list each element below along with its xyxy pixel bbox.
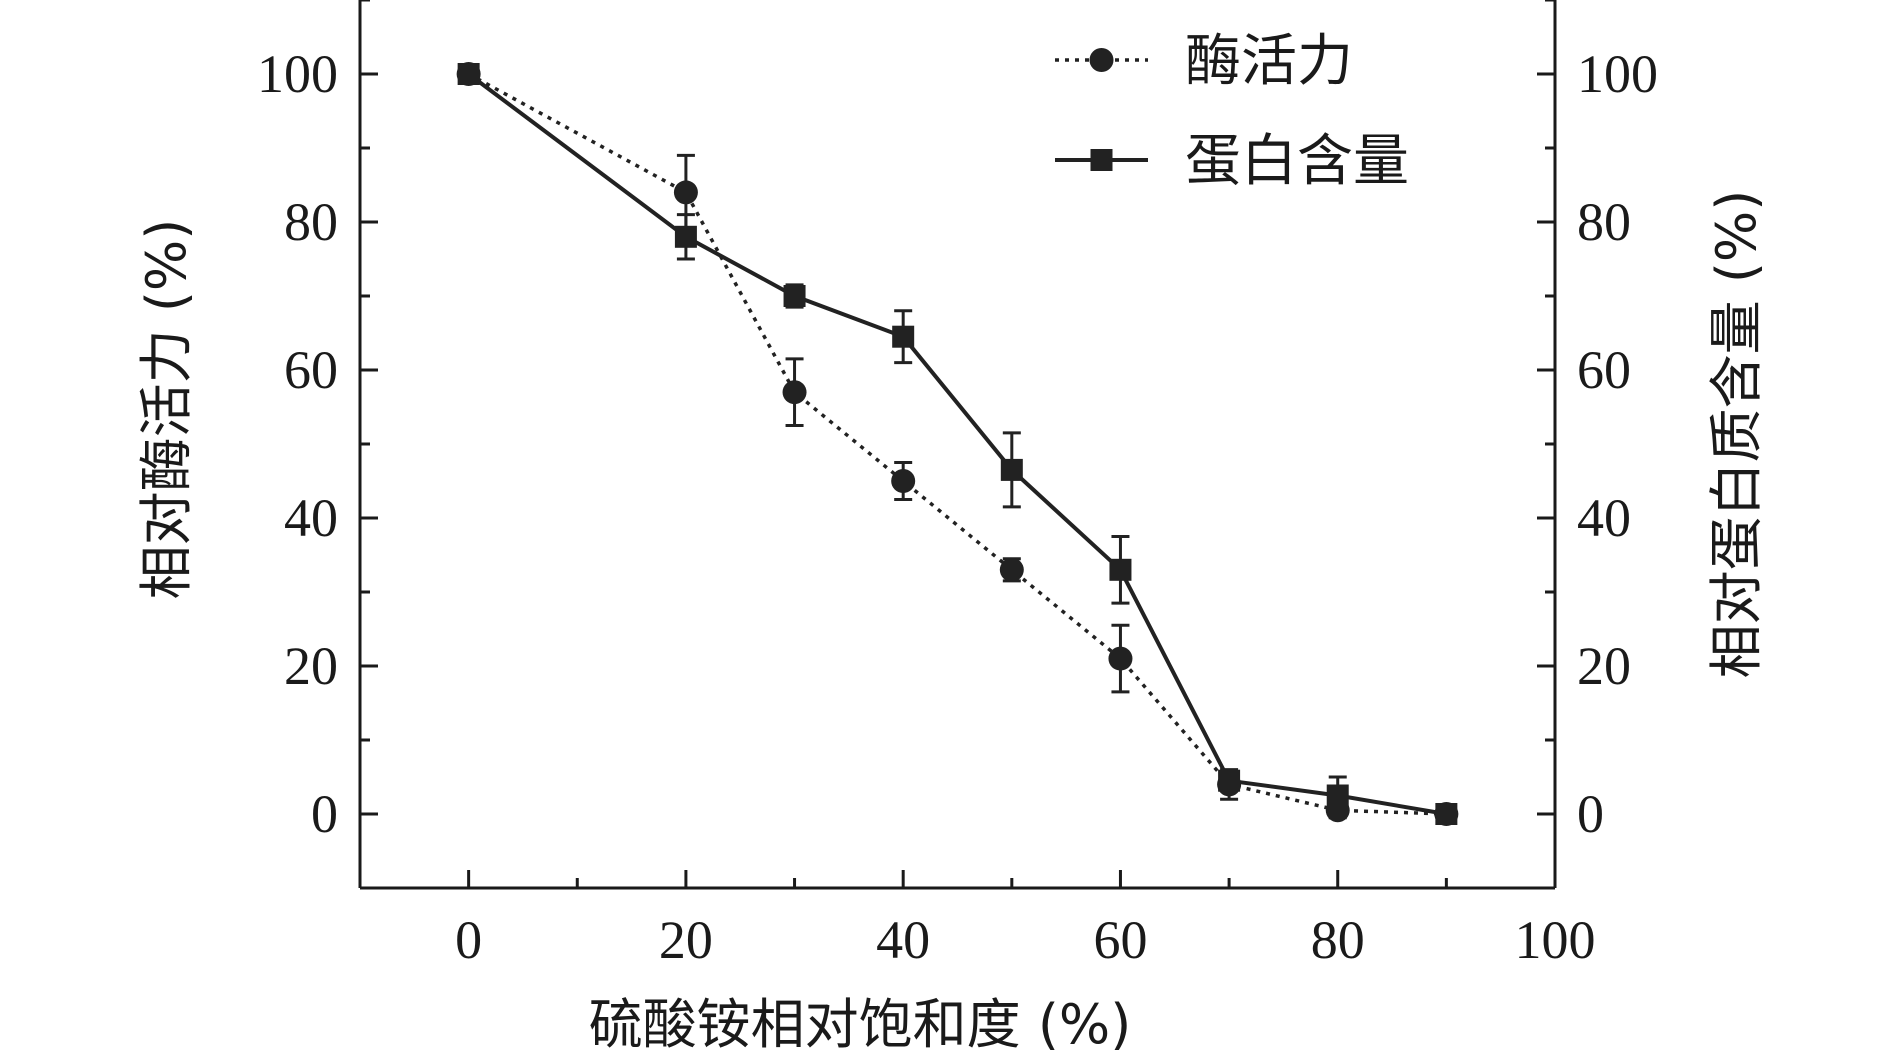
- data-point: [892, 325, 915, 348]
- series-2: [457, 63, 1458, 825]
- data-point: [1109, 558, 1132, 581]
- x-tick-label: 100: [1515, 910, 1596, 970]
- x-tick-label: 20: [659, 910, 713, 970]
- y-left-tick-label: 0: [311, 784, 338, 844]
- y-left-tick-label: 60: [284, 340, 338, 400]
- x-tick-label: 60: [1093, 910, 1147, 970]
- x-tick-label: 0: [455, 910, 482, 970]
- x-tick-label: 40: [876, 910, 930, 970]
- plot-area: [456, 62, 1459, 826]
- legend-marker: [1089, 48, 1114, 72]
- y-left-tick-label: 40: [284, 488, 338, 548]
- data-point: [1000, 458, 1023, 481]
- y-right-tick-label: 20: [1577, 636, 1631, 696]
- y-left-tick-label: 80: [284, 192, 338, 252]
- y-axis-title-left: 相对酶活力 (%): [135, 219, 198, 600]
- data-point: [783, 285, 806, 307]
- y-axis-title-right: 相对蛋白质含量 (%): [1705, 190, 1768, 679]
- y-right-tick-label: 40: [1577, 488, 1631, 548]
- y-left-tick-label: 20: [284, 636, 338, 696]
- y-left-tick-label: 100: [257, 44, 338, 104]
- data-point: [1435, 803, 1458, 825]
- data-point: [1218, 769, 1241, 792]
- data-point: [999, 557, 1024, 582]
- data-point: [1108, 646, 1133, 671]
- data-point: [891, 469, 916, 493]
- legend-label: 蛋白含量: [1185, 129, 1409, 194]
- data-point: [1326, 784, 1349, 807]
- x-axis-title: 硫酸铵相对饱和度 (%): [589, 993, 1132, 1053]
- legend-label: 酶活力: [1185, 29, 1353, 94]
- y-right-tick-label: 60: [1577, 340, 1631, 400]
- y-right-tick-label: 80: [1577, 192, 1631, 252]
- data-point: [674, 225, 697, 248]
- y-right-tick-label: 0: [1577, 784, 1604, 844]
- data-point: [457, 63, 480, 85]
- data-point: [782, 380, 807, 405]
- legend-marker: [1090, 149, 1113, 171]
- axes: 0 20 40 60 80 100 0 0 20 20 40 40 60 60 80 80 100 100: [257, 0, 1658, 970]
- x-tick-label: 80: [1311, 910, 1365, 970]
- y-right-tick-label: 100: [1577, 44, 1658, 104]
- series-line: [467, 72, 1447, 816]
- data-point: [673, 180, 698, 205]
